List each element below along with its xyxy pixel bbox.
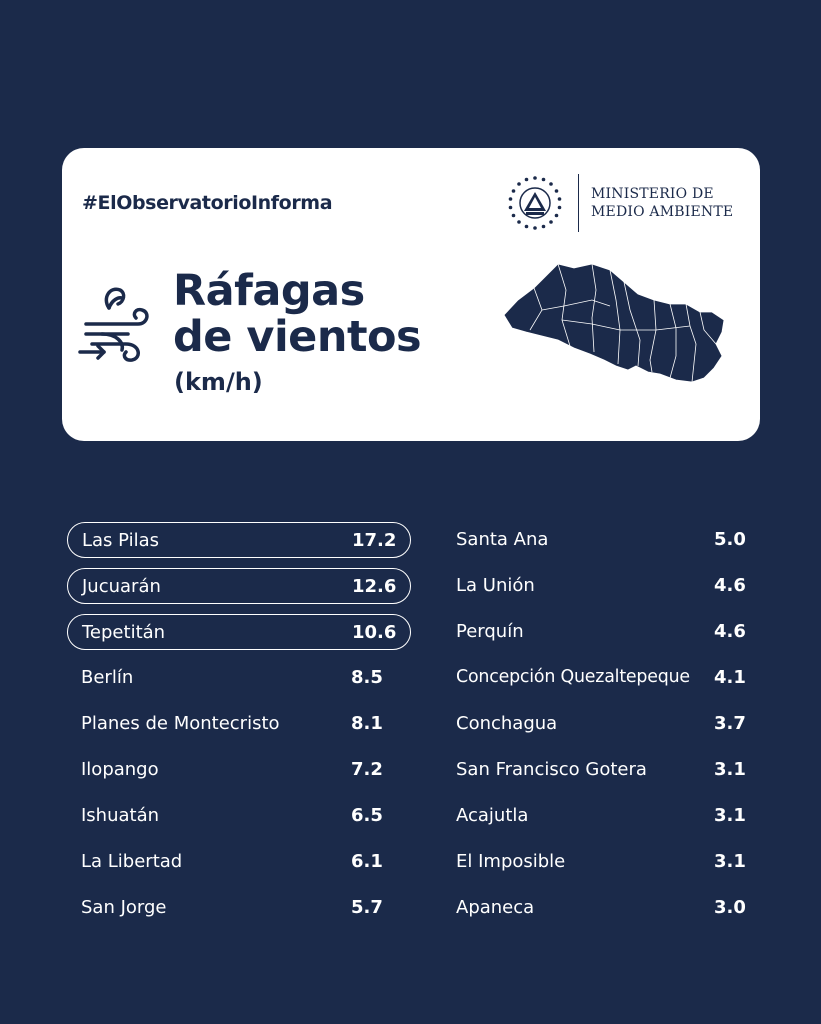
station-value: 3.0 (714, 897, 746, 918)
station-row: Tepetitán 10.6 (67, 614, 411, 650)
station-row: Planes de Montecristo 8.1 (67, 706, 411, 742)
station-value: 10.6 (352, 622, 397, 643)
station-name: Apaneca (456, 897, 535, 918)
stations-right-column: Santa Ana 5.0 La Unión 4.6 Perquín 4.6 C… (442, 522, 762, 936)
hashtag: #ElObservatorioInforma (82, 192, 333, 214)
station-value: 12.6 (352, 576, 397, 597)
station-value: 8.5 (351, 667, 383, 688)
station-name: Tepetitán (82, 622, 166, 643)
station-name: Conchagua (456, 713, 558, 734)
station-name: Planes de Montecristo (81, 713, 280, 734)
station-value: 3.1 (714, 851, 746, 872)
station-value: 6.1 (351, 851, 383, 872)
station-value: 6.5 (351, 805, 383, 826)
station-name: Santa Ana (456, 529, 549, 550)
station-value: 7.2 (351, 759, 383, 780)
coat-of-arms-icon (508, 176, 562, 230)
station-value: 4.6 (714, 575, 746, 596)
station-value: 3.1 (714, 759, 746, 780)
station-value: 3.7 (714, 713, 746, 734)
station-name: Concepción Quezaltepeque (456, 667, 690, 687)
station-row: Acajutla 3.1 (442, 798, 762, 834)
title-line-1: Ráfagas (173, 266, 365, 316)
station-row: Ilopango 7.2 (67, 752, 411, 788)
station-row: La Unión 4.6 (442, 568, 762, 604)
station-value: 8.1 (351, 713, 383, 734)
station-name: Las Pilas (82, 530, 160, 551)
station-name: El Imposible (456, 851, 566, 872)
station-value: 4.6 (714, 621, 746, 642)
header-card: #ElObservatorioInforma MINISTERIO DE MED… (62, 148, 760, 441)
station-row: San Francisco Gotera 3.1 (442, 752, 762, 788)
ministry-name: MINISTERIO DE MEDIO AMBIENTE (591, 185, 733, 221)
station-row: La Libertad 6.1 (67, 844, 411, 880)
station-row: Santa Ana 5.0 (442, 522, 762, 558)
station-row: Jucuarán 12.6 (67, 568, 411, 604)
station-row: Perquín 4.6 (442, 614, 762, 650)
station-name: La Unión (456, 575, 535, 596)
station-value: 4.1 (714, 667, 746, 688)
station-name: Perquín (456, 621, 524, 642)
station-row: Concepción Quezaltepeque 4.1 (442, 660, 762, 696)
station-name: Acajutla (456, 805, 529, 826)
station-name: San Francisco Gotera (456, 759, 647, 780)
station-name: San Jorge (81, 897, 167, 918)
station-row: Apaneca 3.0 (442, 890, 762, 926)
station-value: 17.2 (352, 530, 397, 551)
station-row: Berlín 8.5 (67, 660, 411, 696)
station-row: San Jorge 5.7 (67, 890, 411, 926)
station-name: Ishuatán (81, 805, 160, 826)
wind-icon (78, 287, 149, 362)
title-line-2: de vientos (173, 312, 422, 362)
station-name: La Libertad (81, 851, 183, 872)
station-name: Berlín (81, 667, 134, 688)
unit-label: (km/h) (174, 368, 263, 396)
station-name: Jucuarán (82, 576, 161, 597)
station-row: Las Pilas 17.2 (67, 522, 411, 558)
station-row: Ishuatán 6.5 (67, 798, 411, 834)
page-title: Ráfagas de vientos (173, 266, 422, 362)
ministry-line-2: MEDIO AMBIENTE (591, 204, 734, 220)
station-name: Ilopango (81, 759, 159, 780)
station-value: 5.0 (714, 529, 746, 550)
station-value: 3.1 (714, 805, 746, 826)
el-salvador-map (503, 263, 725, 383)
ministry-line-1: MINISTERIO DE (591, 186, 714, 202)
header-divider (578, 174, 579, 232)
station-value: 5.7 (351, 897, 383, 918)
stations-left-column: Las Pilas 17.2 Jucuarán 12.6 Tepetitán 1… (67, 522, 411, 936)
station-row: El Imposible 3.1 (442, 844, 762, 880)
station-row: Conchagua 3.7 (442, 706, 762, 742)
